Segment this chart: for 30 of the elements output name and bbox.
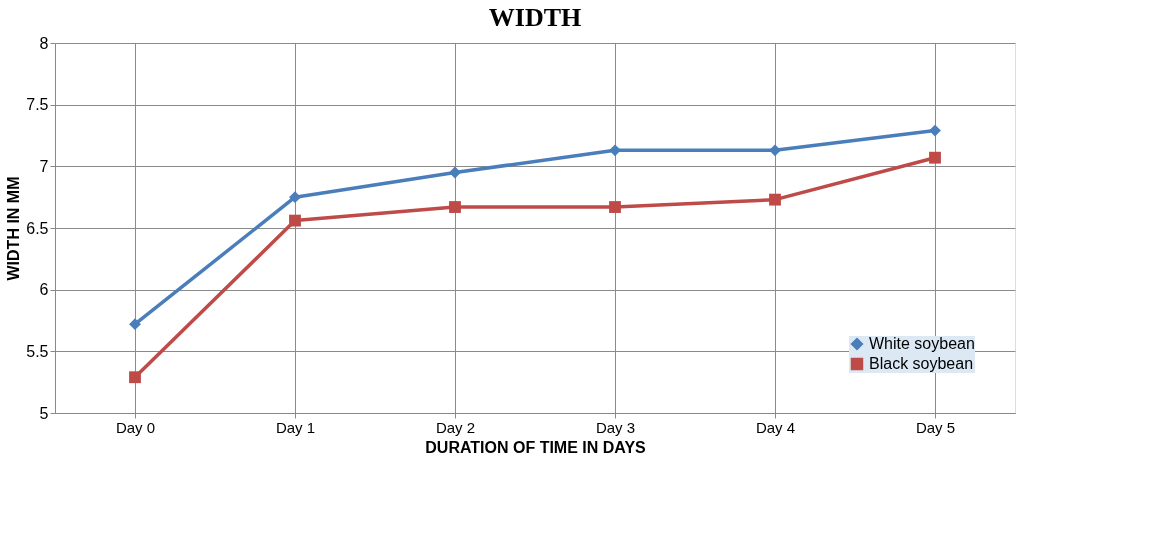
point [609, 144, 621, 157]
x-tick-label: Day 3 [595, 418, 636, 436]
y-tick-label: 6 [39, 281, 49, 299]
point [609, 201, 621, 213]
y-tick-label: 7 [39, 157, 49, 175]
legend-label: Black soybean [869, 355, 974, 372]
y-axis-title: WIDTH IN MM [5, 176, 23, 281]
chart-title: WIDTH [488, 3, 582, 32]
x-tick-label: Day 1 [275, 418, 316, 436]
y-tick-label: 5 [39, 404, 49, 422]
point [769, 144, 781, 157]
point [289, 214, 301, 227]
point [129, 371, 141, 384]
point [289, 191, 301, 204]
y-tick-label: 7.5 [26, 96, 49, 114]
point [449, 201, 461, 213]
x-tick-label: Day 4 [755, 418, 796, 436]
x-tick-label: Day 5 [915, 418, 956, 436]
y-tick-label: 8 [39, 34, 49, 52]
x-axis-title: DURATION OF TIME IN DAYS [425, 438, 647, 456]
x-tick-label: Day 0 [115, 418, 156, 436]
legend-label: White soybean [869, 335, 975, 352]
x-tick-label: Day 2 [435, 418, 476, 436]
y-tick-label: 5.5 [26, 342, 49, 360]
point [449, 166, 461, 179]
y-tick-label: 6.5 [26, 219, 49, 237]
point [769, 193, 781, 206]
point [129, 318, 141, 331]
point [929, 151, 941, 164]
point [929, 124, 941, 137]
